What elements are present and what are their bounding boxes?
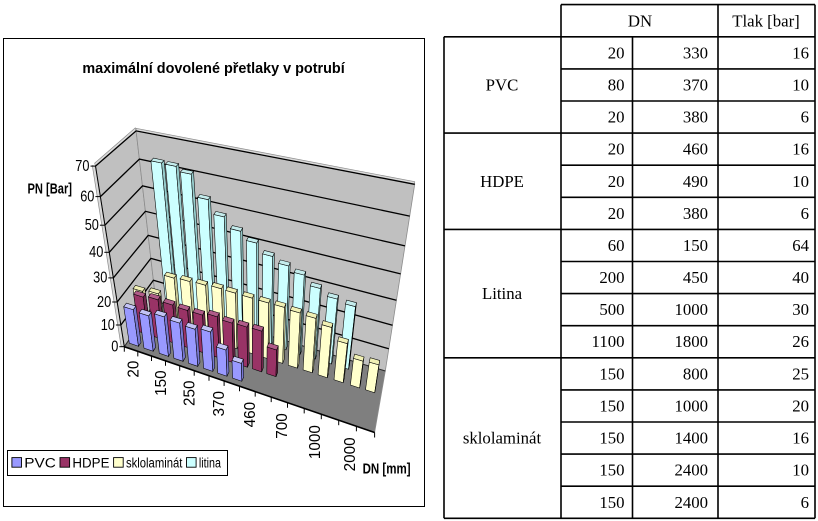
svg-text:370: 370 [211, 391, 228, 417]
svg-text:10: 10 [792, 172, 809, 191]
svg-text:1000: 1000 [307, 425, 324, 459]
svg-text:DN [mm]: DN [mm] [363, 461, 411, 478]
svg-text:70: 70 [75, 158, 90, 175]
svg-text:50: 50 [85, 217, 100, 234]
svg-text:25: 25 [792, 364, 809, 383]
svg-text:40: 40 [89, 244, 104, 261]
svg-text:460: 460 [683, 140, 708, 159]
svg-text:20: 20 [126, 360, 143, 377]
svg-text:1800: 1800 [674, 332, 708, 351]
svg-text:250: 250 [181, 380, 198, 406]
svg-text:30: 30 [93, 270, 108, 287]
svg-text:64: 64 [792, 236, 809, 255]
svg-text:PVC: PVC [486, 76, 519, 95]
svg-text:30: 30 [792, 300, 809, 319]
svg-text:10: 10 [792, 461, 809, 480]
svg-text:150: 150 [599, 493, 624, 512]
svg-text:330: 330 [683, 43, 708, 62]
svg-text:2400: 2400 [674, 461, 708, 480]
svg-text:150: 150 [153, 370, 170, 396]
svg-text:20: 20 [608, 43, 625, 62]
svg-text:1000: 1000 [674, 397, 708, 416]
svg-text:150: 150 [599, 397, 624, 416]
svg-text:2400: 2400 [674, 493, 708, 512]
svg-text:450: 450 [683, 268, 708, 287]
svg-text:6: 6 [801, 108, 809, 127]
svg-text:PN [Bar]: PN [Bar] [28, 180, 73, 197]
svg-text:1000: 1000 [674, 300, 708, 319]
svg-text:10: 10 [792, 76, 809, 95]
svg-text:500: 500 [599, 300, 624, 319]
svg-text:16: 16 [792, 43, 809, 62]
svg-text:60: 60 [80, 188, 95, 205]
svg-text:16: 16 [792, 429, 809, 448]
svg-text:20: 20 [608, 172, 625, 191]
svg-text:150: 150 [599, 364, 624, 383]
svg-text:maximální dovolené přetlaky v: maximální dovolené přetlaky v potrubí [82, 60, 345, 77]
svg-text:1100: 1100 [592, 332, 625, 351]
svg-text:150: 150 [599, 429, 624, 448]
svg-text:0: 0 [111, 339, 118, 356]
svg-text:2000: 2000 [342, 437, 359, 471]
svg-text:200: 200 [599, 268, 624, 287]
svg-text:370: 370 [683, 76, 708, 95]
svg-text:20: 20 [608, 108, 625, 127]
svg-text:380: 380 [683, 108, 708, 127]
svg-text:HDPE: HDPE [480, 172, 524, 191]
svg-text:490: 490 [683, 172, 708, 191]
svg-text:6: 6 [801, 493, 809, 512]
svg-text:DN: DN [628, 12, 652, 31]
svg-text:40: 40 [792, 268, 809, 287]
svg-text:Tlak [bar]: Tlak [bar] [732, 12, 800, 31]
svg-text:150: 150 [599, 461, 624, 480]
svg-text:150: 150 [683, 236, 708, 255]
svg-text:litina: litina [199, 455, 221, 470]
svg-text:700: 700 [274, 413, 291, 439]
svg-text:Litina: Litina [482, 284, 523, 303]
svg-text:26: 26 [792, 332, 809, 351]
svg-text:10: 10 [101, 317, 116, 334]
svg-text:HDPE: HDPE [72, 455, 109, 470]
svg-text:460: 460 [242, 402, 259, 428]
svg-text:PVC: PVC [24, 455, 56, 470]
svg-text:20: 20 [97, 294, 112, 311]
svg-text:80: 80 [608, 76, 625, 95]
svg-text:380: 380 [683, 204, 708, 223]
svg-text:60: 60 [608, 236, 625, 255]
svg-text:sklolaminát: sklolaminát [126, 455, 183, 470]
svg-text:16: 16 [792, 140, 809, 159]
svg-text:800: 800 [683, 364, 708, 383]
svg-text:20: 20 [608, 204, 625, 223]
svg-text:20: 20 [792, 397, 809, 416]
svg-text:6: 6 [801, 204, 809, 223]
svg-text:20: 20 [608, 140, 625, 159]
svg-text:sklolaminát: sklolaminát [463, 429, 542, 448]
svg-text:1400: 1400 [674, 429, 708, 448]
